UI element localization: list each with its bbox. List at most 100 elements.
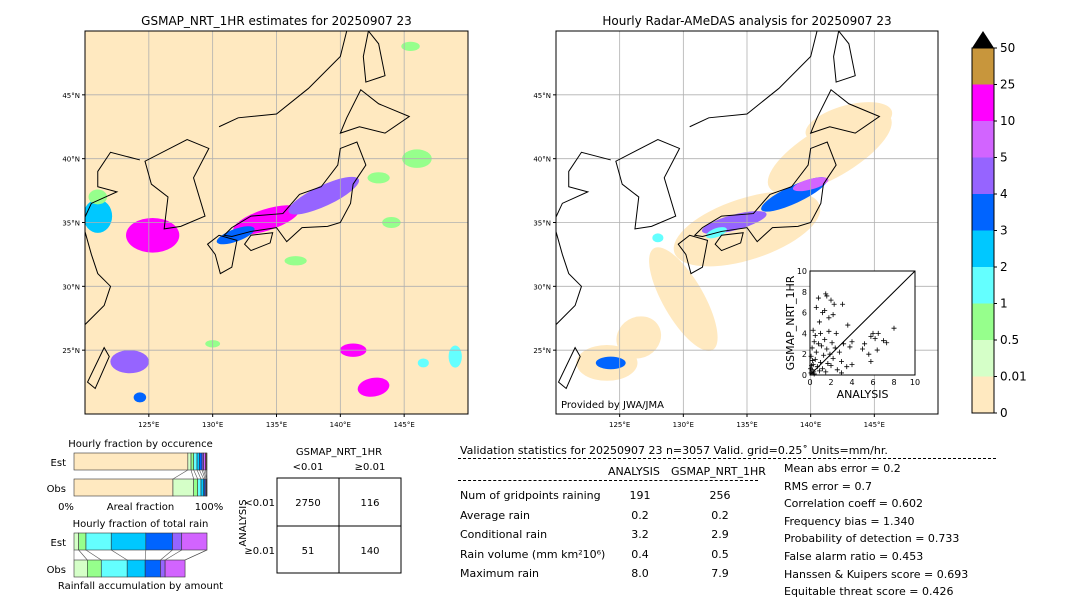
- y-tick-label: 25°N: [62, 347, 80, 355]
- rain-cell: [367, 172, 390, 184]
- y-tick-label: 35°N: [62, 220, 80, 228]
- scatter-point: [818, 360, 823, 366]
- rain-cell: [288, 176, 360, 215]
- scatter-point: [809, 363, 815, 369]
- scatter-point: [839, 370, 844, 376]
- stats-row-gsmap: 2.9: [711, 528, 729, 541]
- scatter-point: [891, 325, 897, 331]
- map-title: GSMAP_NRT_1HR estimates for 20250907 23: [141, 14, 412, 28]
- bar-segment: [172, 478, 194, 497]
- connector-line: [184, 549, 208, 561]
- bar-segment: [85, 532, 112, 551]
- scatter-point: [811, 339, 817, 345]
- colorbar-tick-label: 0.01: [1000, 370, 1027, 384]
- colorbar-bin: [972, 48, 994, 85]
- scatter-point: [820, 310, 826, 316]
- table-col-label: ≥0.01: [355, 462, 386, 473]
- scatter-point: [830, 355, 836, 361]
- coastline-taiwan: [86, 346, 110, 390]
- scatter-point: [874, 347, 880, 353]
- reference-line: [809, 270, 916, 376]
- bar-segment: [73, 559, 88, 578]
- y-tick-label: 4: [802, 329, 807, 338]
- coastline-hokkaido: [809, 88, 881, 134]
- bar-segment: [193, 452, 198, 471]
- scatter-point: [824, 346, 830, 352]
- scatter-point: [823, 369, 829, 375]
- scatter-point: [822, 337, 828, 343]
- scatter-point: [828, 297, 834, 303]
- scatter-point: [860, 346, 865, 352]
- scatter-point: [839, 358, 844, 364]
- bar-segment: [126, 559, 146, 578]
- coastline-shikoku: [243, 232, 274, 252]
- scatter-point: [844, 364, 850, 370]
- y-tick-label: 30°N: [62, 283, 80, 291]
- connector-line: [144, 549, 147, 561]
- x-tick-label: 100%: [195, 502, 224, 513]
- scatter-point: [847, 344, 853, 350]
- left-map: GSMAP_NRT_1HR estimates for 20250907 23 1…: [62, 14, 469, 429]
- scatter-point: [881, 338, 886, 344]
- scatter-point: [821, 352, 827, 358]
- x-tick-label: 125°E: [138, 421, 159, 429]
- x-tick-label: 4: [849, 378, 854, 387]
- scatter-point: [828, 363, 834, 369]
- bar-segment: [73, 452, 189, 471]
- scatter-point: [832, 345, 838, 351]
- bar-segment: [87, 559, 102, 578]
- scatter-point: [816, 319, 822, 325]
- score-line: False alarm ratio = 0.453: [784, 550, 924, 563]
- scatter-point: [823, 291, 829, 297]
- table-cell: 140: [360, 546, 379, 557]
- colorbar-tick-label: 10: [1000, 114, 1015, 128]
- colorbar-bin: [972, 303, 994, 340]
- bar-segment: [164, 559, 186, 578]
- coastline-china: [85, 151, 141, 325]
- x-tick-label: 125°E: [609, 421, 630, 429]
- scatter-point: [830, 312, 836, 318]
- score-line: Mean abs error = 0.2: [784, 462, 901, 475]
- y-tick-label: 40°N: [62, 156, 80, 164]
- coastline-korea: [144, 138, 210, 230]
- rain-cell: [126, 217, 180, 253]
- y-tick-label: 25°N: [533, 347, 551, 355]
- connector-line: [78, 549, 88, 561]
- colorbar-bin: [972, 84, 994, 121]
- colorbar-tick-label: 0.5: [1000, 333, 1019, 347]
- connector-line: [111, 549, 128, 561]
- score-line: Probability of detection = 0.733: [784, 532, 960, 546]
- scatter-point: [809, 345, 815, 351]
- scatter-point: [831, 301, 837, 307]
- bar-segment: [145, 532, 173, 551]
- scatter-point: [868, 334, 874, 340]
- y-tick-label: 6: [802, 309, 807, 318]
- scatter-point: [811, 369, 817, 375]
- scatter-point: [841, 341, 847, 347]
- y-axis-label: GSMAP_NRT_1HR: [784, 275, 797, 370]
- stats-col-analysis: ANALYSIS: [608, 465, 660, 478]
- x-tick-label: 145°E: [864, 421, 885, 429]
- rain-cell: [88, 189, 108, 205]
- y-tick-label: 30°N: [533, 283, 551, 291]
- stats-row-analysis: 0.2: [631, 508, 649, 522]
- colorbar-tick-label: 4: [1000, 187, 1008, 201]
- map-title: Hourly Radar-AMeDAS analysis for 2025090…: [602, 14, 891, 28]
- table-col-title: GSMAP_NRT_1HR: [296, 447, 382, 458]
- x-tick-label: 135°E: [266, 421, 287, 429]
- x-tick-label: 0: [807, 378, 812, 387]
- y-tick-label: 10: [797, 267, 807, 276]
- colorbar-tick-label: 50: [1000, 41, 1015, 55]
- scatter-point: [866, 351, 872, 357]
- stats-row-analysis: 8.0: [631, 567, 649, 580]
- scatter-point: [822, 308, 828, 314]
- bar-segment: [78, 532, 87, 551]
- occurrence-fraction: Hourly fraction by occurence Areal fracti…: [47, 439, 224, 513]
- stats-row-gsmap: 256: [709, 489, 731, 502]
- coastline-kyushu: [677, 234, 709, 275]
- connector-line: [193, 469, 198, 480]
- scatter-point: [820, 366, 826, 372]
- connector-line: [190, 469, 194, 480]
- scatter-point: [813, 349, 819, 355]
- bar-segment: [73, 532, 79, 551]
